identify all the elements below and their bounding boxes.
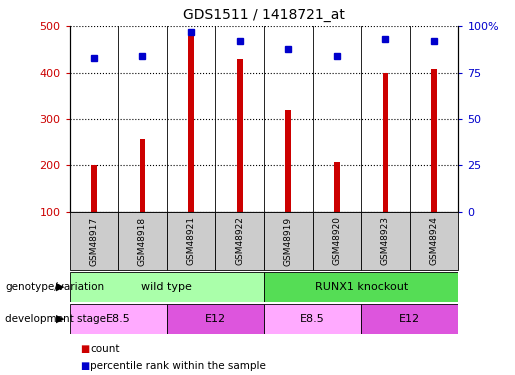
Bar (167, 304, 264, 334)
Text: GSM48921: GSM48921 (186, 216, 196, 266)
Bar (410, 212, 458, 270)
Text: GSM48918: GSM48918 (138, 216, 147, 266)
Bar (361, 304, 458, 334)
Bar (70, 272, 264, 302)
Title: GDS1511 / 1418721_at: GDS1511 / 1418721_at (183, 9, 345, 22)
Text: GSM48917: GSM48917 (89, 216, 98, 266)
Bar (334, 162, 340, 212)
Text: GSM48920: GSM48920 (332, 216, 341, 266)
Bar (264, 272, 458, 302)
Text: genotype/variation: genotype/variation (5, 282, 104, 292)
Bar (361, 212, 410, 270)
Bar (313, 212, 361, 270)
Text: E12: E12 (205, 314, 226, 324)
Bar (70, 304, 167, 334)
Text: GSM48923: GSM48923 (381, 216, 390, 266)
Bar (188, 36, 194, 212)
Text: percentile rank within the sample: percentile rank within the sample (90, 361, 266, 370)
Text: GSM48922: GSM48922 (235, 216, 244, 266)
Bar (70, 212, 118, 270)
Bar (264, 304, 361, 334)
Bar (118, 212, 167, 270)
Text: ■: ■ (80, 344, 89, 354)
Bar (431, 69, 437, 212)
Text: RUNX1 knockout: RUNX1 knockout (315, 282, 408, 292)
Bar (285, 110, 291, 212)
Bar (167, 212, 215, 270)
Text: ▶: ▶ (56, 314, 64, 324)
Text: E12: E12 (399, 314, 420, 324)
Text: E8.5: E8.5 (106, 314, 130, 324)
Text: E8.5: E8.5 (300, 314, 325, 324)
Text: ▶: ▶ (56, 282, 64, 292)
Text: ■: ■ (80, 361, 89, 370)
Text: development stage: development stage (5, 314, 106, 324)
Bar (237, 59, 243, 212)
Text: GSM48924: GSM48924 (430, 216, 439, 266)
Bar (140, 138, 145, 212)
Bar (383, 73, 388, 212)
Bar (215, 212, 264, 270)
Text: GSM48919: GSM48919 (284, 216, 293, 266)
Text: count: count (90, 344, 119, 354)
Text: wild type: wild type (141, 282, 192, 292)
Bar (264, 212, 313, 270)
Bar (91, 165, 97, 212)
